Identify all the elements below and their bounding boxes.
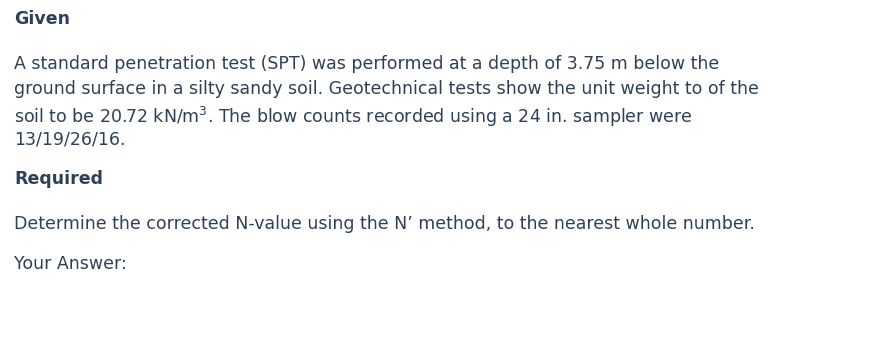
Text: Determine the corrected N-value using the N’ method, to the nearest whole number: Determine the corrected N-value using th…	[14, 215, 755, 233]
Text: Your Answer:: Your Answer:	[14, 255, 127, 273]
Text: Given: Given	[14, 10, 70, 28]
Text: A standard penetration test (SPT) was performed at a depth of 3.75 m below the: A standard penetration test (SPT) was pe…	[14, 55, 719, 73]
Text: Required: Required	[14, 170, 103, 188]
Text: ground surface in a silty sandy soil. Geotechnical tests show the unit weight to: ground surface in a silty sandy soil. Ge…	[14, 80, 759, 98]
Text: soil to be 20.72 kN/m$^{3}$. The blow counts recorded using a 24 in. sampler wer: soil to be 20.72 kN/m$^{3}$. The blow co…	[14, 105, 692, 129]
Text: 13/19/26/16.: 13/19/26/16.	[14, 130, 125, 148]
